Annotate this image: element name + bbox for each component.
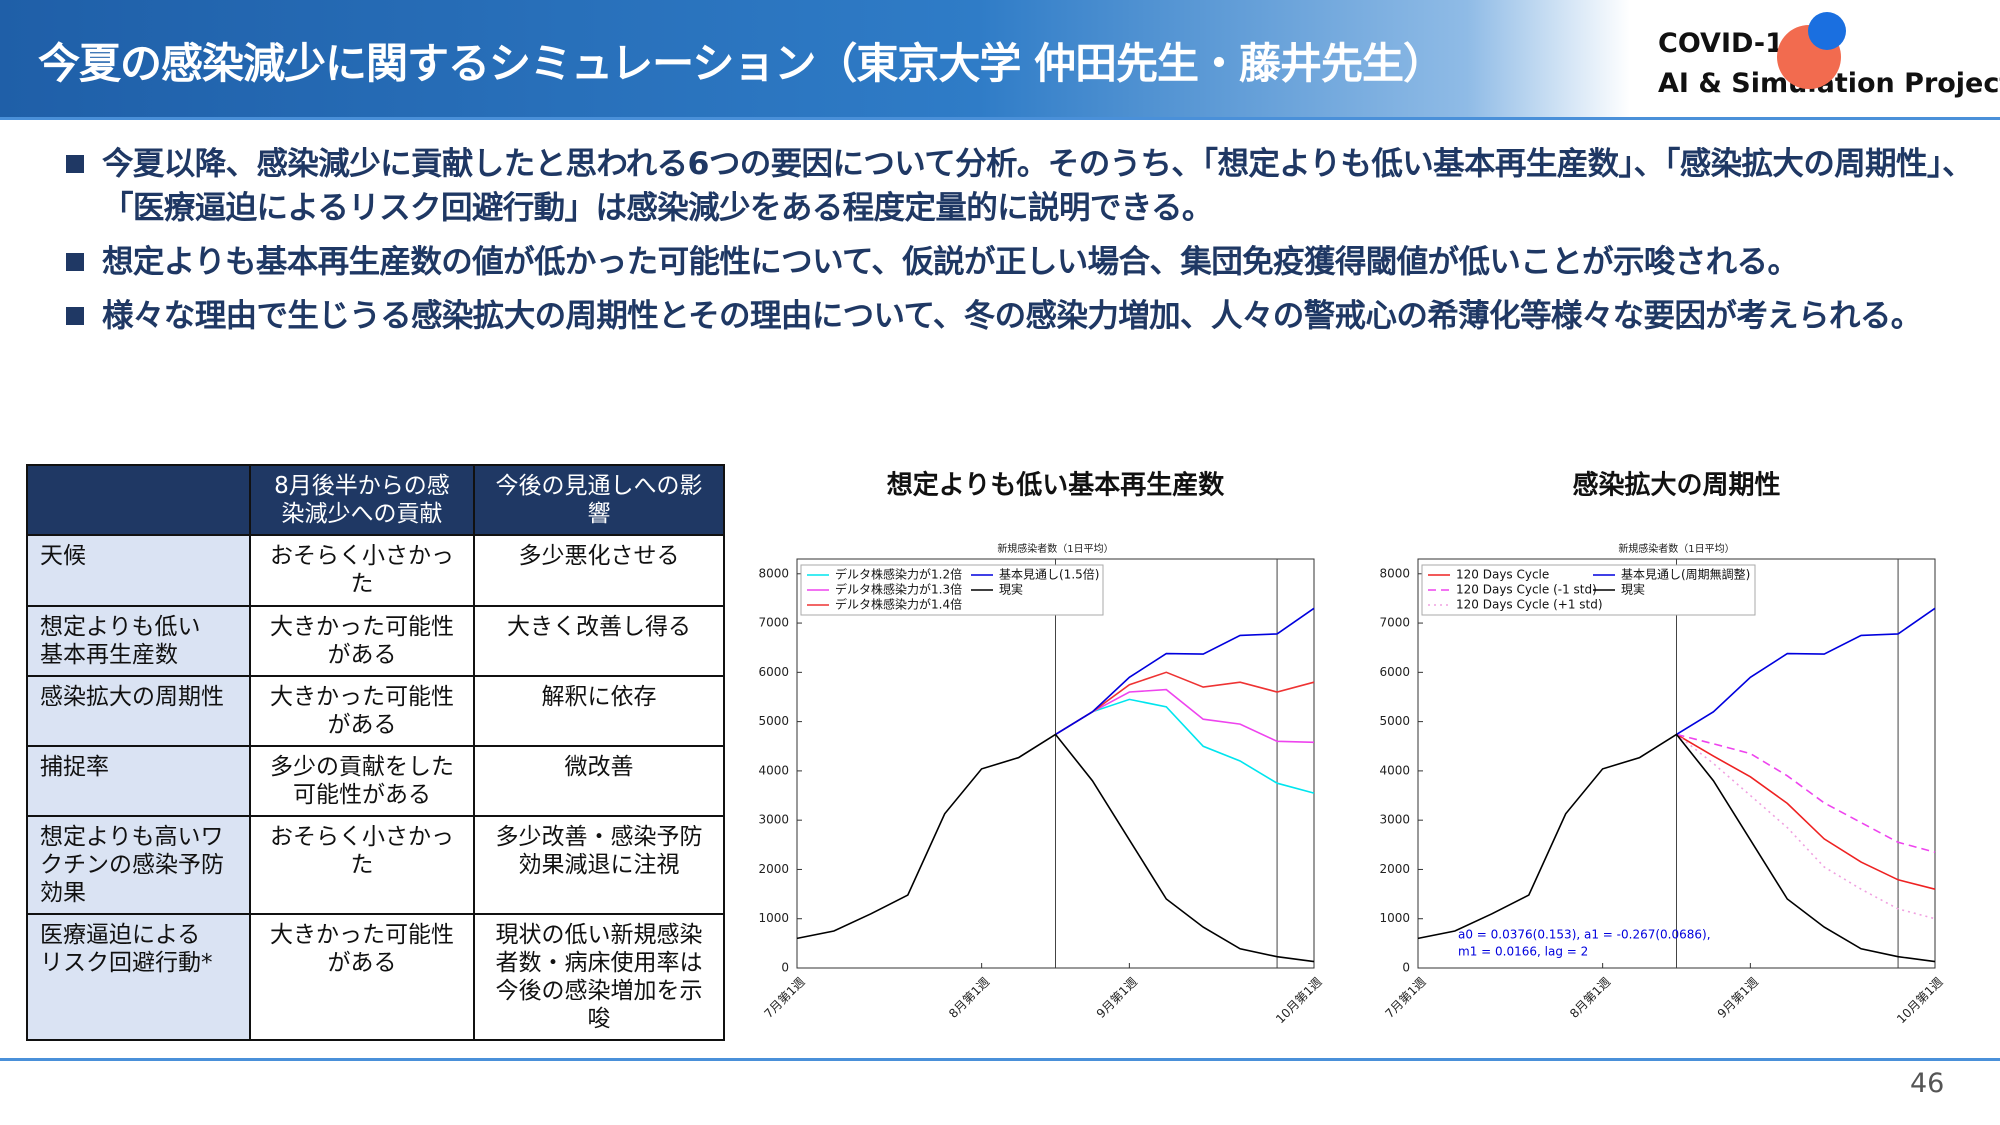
series-line [1055, 607, 1315, 736]
table-cell: 天候 [26, 534, 251, 607]
header-cell: 8月後半からの感染減少への貢献 [249, 464, 475, 536]
y-tick-label: 7000 [758, 616, 789, 630]
header-cell: 今後の見通しへの影響 [473, 464, 725, 536]
x-tick-label: 8月第1週 [946, 975, 992, 1021]
chart-subtitle: 新規感染者数（1日平均） [1618, 542, 1734, 555]
table-row: 捕捉率 多少の貢献をした可能性がある 微改善 [26, 745, 725, 817]
legend-label: 120 Days Cycle [1456, 568, 1549, 582]
y-tick-label: 1000 [1379, 911, 1410, 925]
series-line [1055, 688, 1315, 744]
table-cell: 想定よりも低い 基本再生産数 [26, 605, 251, 677]
series-line [1676, 733, 1936, 853]
legend-label: デルタ株感染力が1.4倍 [835, 597, 962, 612]
footer-rule [0, 1058, 2000, 1061]
x-tick-label: 10月第1週 [1273, 975, 1325, 1027]
legend-label: 現実 [999, 582, 1023, 597]
table-row: 想定よりも低い 基本再生産数 大きかった可能性がある 大きく改善し得る [26, 605, 725, 677]
table-cell: 多少改善・感染予防効果減退に注視 [473, 815, 725, 915]
header-rule [0, 117, 2000, 120]
legend-frame [1421, 564, 1756, 616]
table-row: 天候 おそらく小さかった 多少悪化させる [26, 534, 725, 607]
table-cell: 多少悪化させる [473, 534, 725, 607]
factor-table: 8月後半からの感染減少への貢献 今後の見通しへの影響 天候 おそらく小さかった 多少悪化… [26, 464, 725, 1041]
x-tick-label: 8月第1週 [1567, 975, 1613, 1021]
table-cell: おそらく小さかった [249, 534, 475, 607]
y-tick-label: 5000 [1379, 714, 1410, 728]
legend-label: 現実 [1621, 582, 1645, 597]
annotation: m1 = 0.0166, lag = 2 [1458, 945, 1588, 959]
table-cell: 想定よりも高いワクチンの感染予防効果 [26, 815, 251, 915]
table-cell: 多少の貢献をした可能性がある [249, 745, 475, 817]
series-line [1676, 733, 1936, 890]
series-line [1676, 733, 1936, 920]
x-tick-label: 10月第1週 [1894, 975, 1946, 1027]
table-cell: 現状の低い新規感染者数・病床使用率は今後の感染増加を示唆 [473, 913, 725, 1041]
legend-label: デルタ株感染力が1.2倍 [835, 567, 962, 582]
chart-subtitle: 新規感染者数（1日平均） [997, 542, 1113, 555]
series-line [1676, 607, 1936, 736]
y-tick-label: 7000 [1379, 616, 1410, 630]
y-tick-label: 3000 [1379, 813, 1410, 827]
y-tick-label: 2000 [1379, 862, 1410, 876]
legend-label: 120 Days Cycle (+1 std) [1456, 598, 1603, 612]
table-cell: 大きかった可能性がある [249, 913, 475, 1041]
y-tick-label: 4000 [1379, 763, 1410, 777]
table-cell: 解釈に依存 [473, 675, 725, 747]
y-tick-label: 2000 [758, 862, 789, 876]
slide-title: 今夏の感染減少に関するシミュレーション（東京大学 仲田先生・藤井先生） [38, 39, 1445, 88]
table-header-row: 8月後半からの感染減少への貢献 今後の見通しへの影響 [26, 464, 725, 536]
table-cell: 微改善 [473, 745, 725, 817]
bullet: 様々な理由で生じうる感染拡大の周期性とその理由について、冬の感染力増加、人々の警… [60, 294, 1985, 338]
chart-title: 想定よりも低い基本再生産数 [887, 470, 1225, 501]
series-line [1055, 698, 1315, 794]
y-tick-label: 1000 [758, 911, 789, 925]
x-tick-label: 9月第1週 [1715, 975, 1761, 1021]
header-cell [26, 464, 251, 536]
series-line [1055, 671, 1315, 736]
annotation: a0 = 0.0376(0.153), a1 = -0.267(0.0686), [1458, 928, 1711, 942]
x-tick-label: 7月第1週 [761, 975, 807, 1021]
legend-label: 基本見通し(周期無調整) [1621, 567, 1750, 582]
table-cell: 捕捉率 [26, 745, 251, 817]
y-tick-label: 3000 [758, 813, 789, 827]
y-tick-label: 4000 [758, 763, 789, 777]
legend-label: 120 Days Cycle (-1 std) [1456, 583, 1597, 597]
table-cell: おそらく小さかった [249, 815, 475, 915]
y-tick-label: 0 [781, 961, 789, 975]
legend-label: 基本見通し(1.5倍) [999, 567, 1099, 582]
y-tick-label: 6000 [1379, 665, 1410, 679]
y-tick-label: 8000 [1379, 566, 1410, 580]
y-tick-label: 5000 [758, 714, 789, 728]
x-tick-label: 7月第1週 [1382, 975, 1428, 1021]
legend-frame [800, 564, 1104, 616]
table-cell: 大きく改善し得る [473, 605, 725, 677]
table-row: 感染拡大の周期性 大きかった可能性がある 解釈に依存 [26, 675, 725, 747]
x-tick-label: 9月第1週 [1094, 975, 1140, 1021]
table-row: 医療逼迫による リスク回避行動* 大きかった可能性がある 現状の低い新規感染者数・病… [26, 913, 725, 1041]
bullet: 今夏以降、感染減少に貢献したと思われる6つの要因について分析。そのうち、「想定よ… [60, 142, 1985, 230]
page-number: 46 [1910, 1068, 1945, 1099]
y-tick-label: 0 [1402, 961, 1410, 975]
series-line [796, 733, 1315, 963]
y-tick-label: 8000 [758, 566, 789, 580]
header-bar [0, 0, 1630, 119]
legend-label: デルタ株感染力が1.3倍 [835, 582, 962, 597]
logo-circle [1808, 12, 1846, 50]
chart-title: 感染拡大の周期性 [1572, 471, 1780, 501]
table-cell: 大きかった可能性がある [249, 605, 475, 677]
series-line [1417, 733, 1936, 963]
y-tick-label: 6000 [758, 665, 789, 679]
table-row: 想定よりも高いワクチンの感染予防効果 おそらく小さかった 多少改善・感染予防効果減退… [26, 815, 725, 915]
bullet-list: 今夏以降、感染減少に貢献したと思われる6つの要因について分析。そのうち、「想定よ… [60, 142, 1985, 348]
bullet: 想定よりも基本再生産数の値が低かった可能性について、仮説が正しい場合、集団免疫獲… [60, 240, 1985, 284]
table-cell: 医療逼迫による リスク回避行動* [26, 913, 251, 1041]
table-cell: 大きかった可能性がある [249, 675, 475, 747]
table-cell: 感染拡大の周期性 [26, 675, 251, 747]
